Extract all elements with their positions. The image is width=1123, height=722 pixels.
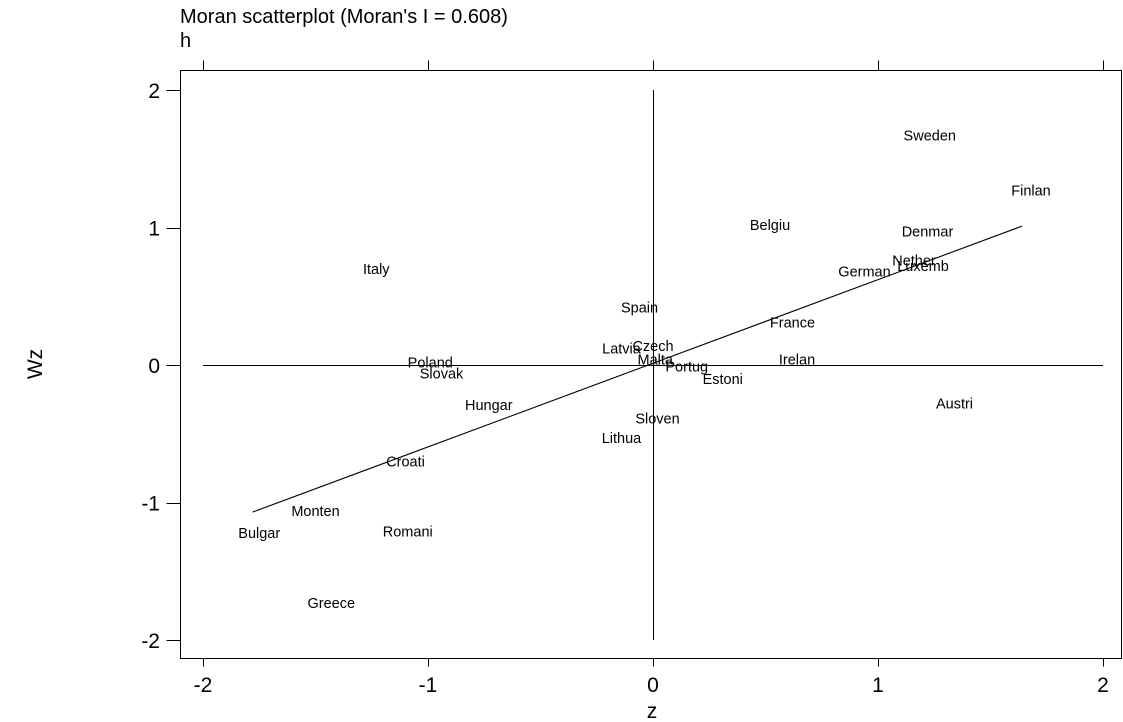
point-label: Romani	[383, 524, 433, 540]
y-axis: 2 1 0 -1 -2	[141, 80, 181, 653]
point-label: Bulgar	[238, 526, 280, 542]
point-label: Belgiu	[750, 218, 790, 234]
y-axis-label: Wz	[24, 349, 47, 379]
point-label: Austri	[936, 397, 973, 413]
x-tick-label: 0	[647, 674, 659, 697]
point-label: Hungar	[465, 398, 513, 414]
x-tick-label: 2	[1097, 674, 1109, 697]
point-label: Monten	[291, 504, 339, 520]
y-tick-label: 0	[148, 355, 160, 378]
point-label: Sloven	[635, 412, 679, 428]
point-label: Malta	[638, 353, 674, 369]
point-label: Portug	[665, 359, 708, 375]
y-tick-label: -1	[141, 493, 160, 516]
point-label: Italy	[363, 262, 390, 278]
y-tick-label: -2	[141, 630, 160, 653]
point-label: Spain	[621, 300, 658, 316]
point-label: France	[770, 315, 815, 331]
point-label: Luxemb	[897, 259, 949, 275]
x-tick-label: -1	[419, 674, 438, 697]
point-label: Lithua	[602, 431, 642, 447]
point-label: Estoni	[703, 372, 743, 388]
point-label: German	[838, 265, 890, 281]
point-label: Slovak	[420, 366, 464, 382]
x-axis-bottom: -2 -1 0 1 2	[194, 658, 1109, 697]
x-tick-label: 1	[872, 674, 884, 697]
point-label: Latvia	[602, 342, 642, 358]
point-label: Croati	[386, 454, 425, 470]
point-label: Poland	[408, 355, 453, 371]
point-label: Greece	[307, 596, 355, 612]
point-label: Finlan	[1011, 183, 1051, 199]
point-label: Nether	[892, 254, 936, 270]
chart-subtitle: h	[180, 30, 191, 52]
regression-line	[252, 225, 1023, 513]
point-label: Sweden	[904, 128, 956, 144]
plot-area-frame	[180, 70, 1122, 659]
x-axis-label: z	[647, 700, 658, 722]
point-label: Irelan	[779, 353, 815, 369]
chart-title: Moran scatterplot (Moran's I = 0.608)	[180, 6, 508, 28]
point-label: Denmar	[902, 225, 954, 241]
point-label: Czech	[632, 339, 673, 355]
x-tick-label: -2	[194, 674, 213, 697]
y-tick-label: 1	[148, 218, 160, 241]
x-axis-top	[203, 60, 1104, 71]
y-tick-label: 2	[148, 80, 160, 103]
